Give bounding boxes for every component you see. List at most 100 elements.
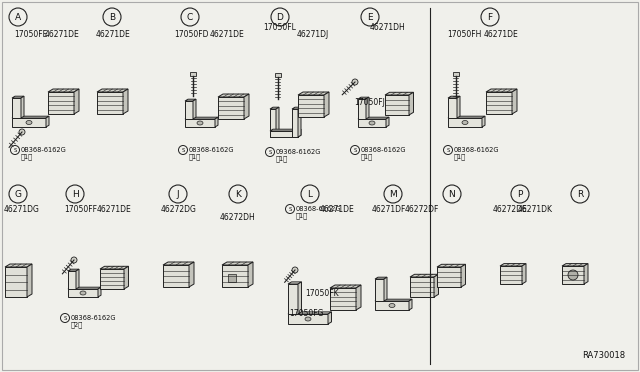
Text: B: B xyxy=(109,13,115,22)
Text: 46271DG: 46271DG xyxy=(4,205,40,214)
Polygon shape xyxy=(5,267,27,297)
Text: 17050FG: 17050FG xyxy=(289,310,323,318)
Polygon shape xyxy=(76,269,79,289)
Text: 17050FD: 17050FD xyxy=(174,29,209,38)
Polygon shape xyxy=(288,282,301,284)
Polygon shape xyxy=(248,262,253,287)
Polygon shape xyxy=(385,95,409,115)
Polygon shape xyxy=(298,107,301,137)
Polygon shape xyxy=(330,288,356,310)
Text: 17050FL: 17050FL xyxy=(263,22,296,32)
Ellipse shape xyxy=(197,121,203,125)
Circle shape xyxy=(19,129,25,135)
Polygon shape xyxy=(486,89,517,92)
Polygon shape xyxy=(328,312,332,324)
Polygon shape xyxy=(21,96,24,118)
Polygon shape xyxy=(288,284,298,314)
Text: 0B368-6162G: 0B368-6162G xyxy=(21,147,67,153)
Polygon shape xyxy=(500,264,526,266)
Text: S: S xyxy=(13,148,17,153)
Text: L: L xyxy=(307,189,312,199)
Polygon shape xyxy=(270,107,279,109)
Polygon shape xyxy=(48,92,74,114)
Text: A: A xyxy=(15,13,21,22)
Polygon shape xyxy=(461,264,465,287)
Polygon shape xyxy=(386,117,389,127)
Circle shape xyxy=(292,267,298,273)
Circle shape xyxy=(10,145,19,154)
Text: 46271DK: 46271DK xyxy=(518,205,553,214)
Polygon shape xyxy=(409,299,412,310)
Polygon shape xyxy=(410,277,434,297)
Polygon shape xyxy=(218,97,244,119)
Polygon shape xyxy=(68,269,79,271)
Text: D: D xyxy=(276,13,284,22)
Polygon shape xyxy=(410,274,438,277)
Polygon shape xyxy=(74,89,79,114)
Circle shape xyxy=(61,314,70,323)
Polygon shape xyxy=(375,277,387,279)
Polygon shape xyxy=(12,116,49,118)
Text: F: F xyxy=(488,13,493,22)
Circle shape xyxy=(271,8,289,26)
Text: 46271DH: 46271DH xyxy=(370,22,406,32)
Text: M: M xyxy=(389,189,397,199)
Polygon shape xyxy=(12,118,46,127)
Text: 46271DE: 46271DE xyxy=(96,29,131,38)
Polygon shape xyxy=(276,107,279,137)
Polygon shape xyxy=(298,95,324,117)
Circle shape xyxy=(9,8,27,26)
Circle shape xyxy=(181,8,199,26)
Circle shape xyxy=(443,185,461,203)
Text: S: S xyxy=(268,150,272,154)
Polygon shape xyxy=(12,96,24,98)
Polygon shape xyxy=(218,94,249,97)
Polygon shape xyxy=(288,312,332,314)
Circle shape xyxy=(229,185,247,203)
Text: 08368-6162G: 08368-6162G xyxy=(454,147,499,153)
Circle shape xyxy=(301,185,319,203)
Polygon shape xyxy=(434,274,438,297)
Polygon shape xyxy=(193,99,196,119)
Text: RA730018: RA730018 xyxy=(582,351,625,360)
Polygon shape xyxy=(48,89,79,92)
Text: 17050FJ: 17050FJ xyxy=(354,97,385,106)
Circle shape xyxy=(351,145,360,154)
Polygon shape xyxy=(437,264,465,267)
Text: 46272DG: 46272DG xyxy=(161,205,197,214)
Circle shape xyxy=(361,8,379,26)
Polygon shape xyxy=(163,265,189,287)
Text: 08368-6162G: 08368-6162G xyxy=(361,147,406,153)
Polygon shape xyxy=(584,264,588,284)
Polygon shape xyxy=(12,98,21,118)
Ellipse shape xyxy=(80,291,86,295)
Polygon shape xyxy=(448,98,457,118)
Polygon shape xyxy=(486,92,512,114)
Circle shape xyxy=(66,185,84,203)
Text: 46271DF: 46271DF xyxy=(372,205,406,214)
Circle shape xyxy=(352,79,358,85)
Circle shape xyxy=(384,185,402,203)
Polygon shape xyxy=(324,92,329,117)
Polygon shape xyxy=(298,92,329,95)
Ellipse shape xyxy=(389,304,395,308)
Circle shape xyxy=(71,257,77,263)
Polygon shape xyxy=(97,92,123,114)
Text: 46271DE: 46271DE xyxy=(484,29,519,38)
Polygon shape xyxy=(68,271,76,289)
Text: 46271DE: 46271DE xyxy=(45,29,80,38)
Text: 46271DE: 46271DE xyxy=(97,205,132,214)
Polygon shape xyxy=(270,129,301,131)
Polygon shape xyxy=(482,116,485,127)
Text: S: S xyxy=(181,148,185,153)
Polygon shape xyxy=(185,117,218,119)
Polygon shape xyxy=(330,285,361,288)
Text: 46271DE: 46271DE xyxy=(320,205,355,214)
Polygon shape xyxy=(375,279,384,301)
Text: 09368-6162G: 09368-6162G xyxy=(276,149,321,155)
Text: S: S xyxy=(288,206,292,212)
Text: （1）: （1） xyxy=(21,154,33,160)
Text: S: S xyxy=(63,315,67,321)
Polygon shape xyxy=(163,262,194,265)
Polygon shape xyxy=(437,267,461,287)
